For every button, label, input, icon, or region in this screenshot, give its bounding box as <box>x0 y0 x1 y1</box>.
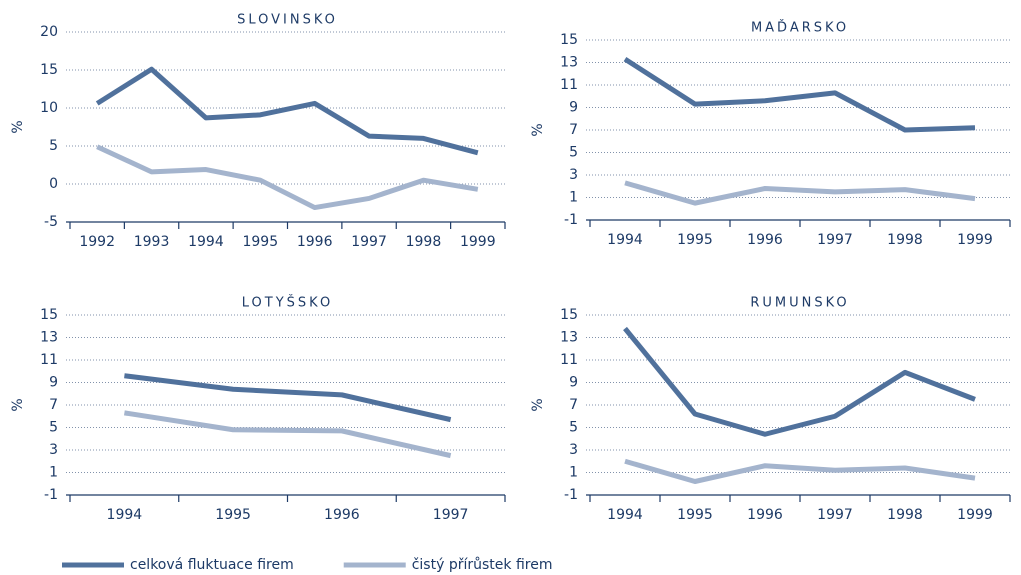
x-tick-label: 1997 <box>817 232 853 248</box>
x-tick-label: 1995 <box>215 507 251 523</box>
y-tick-label: 7 <box>49 397 58 413</box>
y-tick-label: -1 <box>564 212 578 228</box>
series-line <box>95 66 479 156</box>
y-tick-label: 9 <box>569 100 578 116</box>
series-line <box>96 144 479 211</box>
y-tick-label: 15 <box>40 62 58 78</box>
x-tick-label: 1995 <box>242 234 278 250</box>
x-tick-label: 1993 <box>134 234 170 250</box>
y-tick-label: 13 <box>560 330 578 346</box>
x-tick-label: 1999 <box>460 234 496 250</box>
y-tick-label: 7 <box>569 397 578 413</box>
series-line <box>624 458 976 484</box>
chart-title: SLOVINSKO <box>237 13 338 28</box>
series-line <box>124 373 452 423</box>
x-tick-label: 1995 <box>677 232 713 248</box>
chart-title: RUMUNSKO <box>750 296 849 311</box>
x-tick-label: 1997 <box>817 507 853 523</box>
y-tick-label: 5 <box>569 420 578 436</box>
x-tick-label: 1998 <box>406 234 442 250</box>
y-tick-label: 10 <box>40 100 58 116</box>
series-line <box>623 57 976 133</box>
x-tick-label: 1995 <box>677 507 713 523</box>
chart-title: MAĎARSKO <box>751 20 849 36</box>
y-tick-label: 9 <box>569 375 578 391</box>
x-tick-label: 1997 <box>433 507 469 523</box>
y-tick-label: 0 <box>49 176 58 192</box>
x-tick-label: 1996 <box>747 232 783 248</box>
y-tick-label: 11 <box>560 77 578 93</box>
series-line <box>624 180 976 206</box>
y-tick-label: -1 <box>44 487 58 503</box>
y-tick-label: 13 <box>40 330 58 346</box>
y-tick-label: 3 <box>569 167 578 183</box>
y-axis-label: % <box>10 120 26 133</box>
y-tick-label: 15 <box>40 307 58 323</box>
x-tick-label: 1999 <box>957 507 993 523</box>
y-axis-label: % <box>530 123 546 136</box>
y-axis-label: % <box>530 398 546 411</box>
x-tick-label: 1997 <box>351 234 387 250</box>
y-tick-label: 3 <box>49 442 58 458</box>
x-tick-label: 1999 <box>957 232 993 248</box>
x-tick-label: 1994 <box>188 234 224 250</box>
legend-label: celková fluktuace firem <box>130 557 294 573</box>
y-tick-label: 11 <box>560 352 578 368</box>
y-tick-label: 20 <box>40 24 58 40</box>
y-tick-label: 1 <box>569 465 578 481</box>
series-line <box>123 410 452 459</box>
y-tick-label: 15 <box>560 307 578 323</box>
y-tick-label: 5 <box>569 145 578 161</box>
y-tick-label: 3 <box>569 442 578 458</box>
x-tick-label: 1996 <box>297 234 333 250</box>
x-tick-label: 1994 <box>107 507 143 523</box>
x-tick-label: 1996 <box>747 507 783 523</box>
x-tick-label: 1998 <box>887 507 923 523</box>
y-axis-label: % <box>10 398 26 411</box>
y-tick-label: -5 <box>44 214 58 230</box>
y-tick-label: 1 <box>49 465 58 481</box>
x-tick-label: 1994 <box>607 507 643 523</box>
y-tick-label: 11 <box>40 352 58 368</box>
y-tick-label: 1 <box>569 190 578 206</box>
chart-title: LOTYŠSKO <box>242 295 333 311</box>
y-tick-label: -1 <box>564 487 578 503</box>
y-tick-label: 15 <box>560 32 578 48</box>
legend-label: čistý přírůstek firem <box>412 557 553 573</box>
y-tick-label: 13 <box>560 55 578 71</box>
y-tick-label: 5 <box>49 138 58 154</box>
y-tick-label: 5 <box>49 420 58 436</box>
x-tick-label: 1994 <box>607 232 643 248</box>
x-tick-label: 1996 <box>324 507 360 523</box>
y-tick-label: 9 <box>49 375 58 391</box>
x-tick-label: 1992 <box>79 234 115 250</box>
x-tick-label: 1998 <box>887 232 923 248</box>
y-tick-label: 7 <box>569 122 578 138</box>
series-line <box>623 326 976 437</box>
